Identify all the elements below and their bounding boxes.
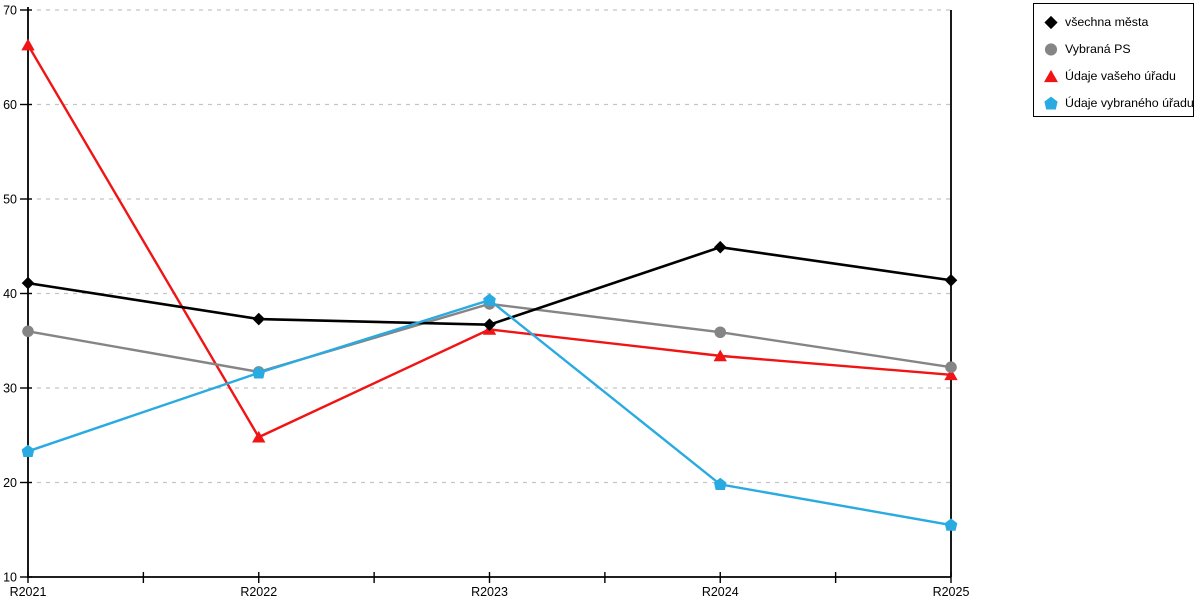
diamond-marker-icon xyxy=(1043,14,1059,30)
series-3 xyxy=(21,38,958,443)
pentagon-marker-icon xyxy=(944,518,958,531)
legend-label: Údaje vašeho úřadu xyxy=(1065,68,1176,83)
circle-marker-icon xyxy=(1044,43,1058,56)
y-tick-label: 70 xyxy=(3,4,17,18)
diamond-marker-icon xyxy=(944,273,958,287)
series-line xyxy=(27,245,952,326)
diamond-marker-icon xyxy=(713,240,727,254)
diamond-marker-icon xyxy=(483,318,496,331)
legend-item-vybrana-ps: Vybraná PS xyxy=(1043,36,1193,63)
x-tick-label: R2024 xyxy=(702,585,739,599)
diamond-marker-icon xyxy=(1044,16,1058,30)
pentagon-marker-icon xyxy=(483,293,496,306)
circle-marker-icon xyxy=(22,325,34,338)
pentagon-marker-icon xyxy=(21,444,35,457)
triangle-marker-icon xyxy=(713,349,727,362)
pentagon-marker-icon xyxy=(252,366,266,379)
diamond-marker-icon xyxy=(21,276,35,290)
pentagon-marker-icon xyxy=(713,477,727,491)
pentagon-marker-icon xyxy=(1043,95,1059,111)
circle-marker-icon xyxy=(945,361,957,374)
y-tick-label: 20 xyxy=(3,476,17,490)
legend-label: všechna města xyxy=(1065,15,1149,30)
pentagon-marker-icon xyxy=(1044,96,1058,110)
triangle-marker-icon xyxy=(21,38,35,51)
y-tick-label: 30 xyxy=(3,382,17,396)
series-2 xyxy=(22,298,957,378)
triangle-marker-icon xyxy=(1043,68,1059,84)
triangle-marker-icon xyxy=(1044,69,1058,82)
y-tick-label: 40 xyxy=(3,287,17,301)
legend-item-udaje-vybraneho-uradu: Údaje vybraného úřadu xyxy=(1043,89,1194,116)
y-tick-label: 60 xyxy=(3,98,17,112)
triangle-marker-icon xyxy=(944,368,958,381)
series-line xyxy=(27,302,952,374)
triangle-marker-icon xyxy=(252,430,266,443)
legend-item-vsechna-mesta: všechna města xyxy=(1043,9,1193,36)
diamond-marker-icon xyxy=(252,312,266,326)
legend-item-udaje-vaseho-uradu: Údaje vašeho úřadu xyxy=(1043,63,1193,90)
x-tick-label: R2022 xyxy=(240,585,277,599)
circle-marker-icon xyxy=(714,326,727,339)
x-tick-label: R2025 xyxy=(933,585,970,599)
x-tick-label: R2023 xyxy=(471,585,508,599)
x-tick-label: R2021 xyxy=(10,585,47,599)
chart-legend: všechna města Vybraná PS Údaje vašeho úř… xyxy=(1033,3,1194,117)
series-4 xyxy=(21,293,958,531)
y-tick-label: 50 xyxy=(3,193,17,207)
circle-marker-icon xyxy=(1043,41,1059,57)
y-tick-label: 10 xyxy=(3,571,17,585)
legend-label: Údaje vybraného úřadu xyxy=(1065,95,1194,110)
series-line xyxy=(26,44,952,439)
legend-label: Vybraná PS xyxy=(1065,42,1131,57)
series-1 xyxy=(21,240,958,331)
